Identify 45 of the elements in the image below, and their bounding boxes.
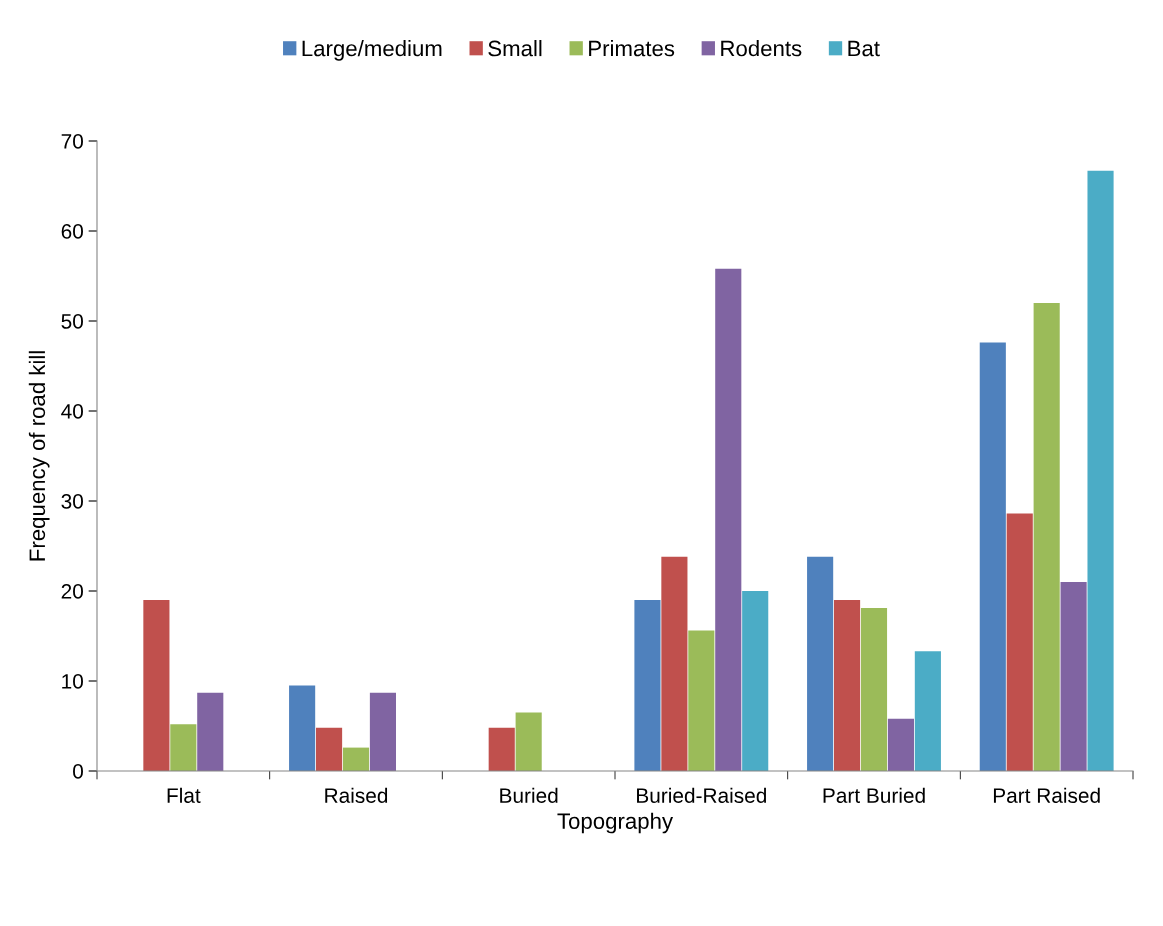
bar <box>1060 582 1087 771</box>
legend-label: Primates <box>589 40 675 57</box>
bar <box>488 727 515 771</box>
y-tick-label: 70 <box>61 134 83 149</box>
bar <box>914 651 941 771</box>
bar <box>316 727 343 771</box>
y-tick-label: 20 <box>61 584 83 599</box>
bar <box>143 600 170 771</box>
x-tick-label: Buried <box>500 787 558 803</box>
legend-label: Rodents <box>721 40 802 57</box>
x-tick-label: Raised <box>325 787 388 803</box>
y-tick-label: 50 <box>61 314 83 329</box>
x-tick-label: Flat <box>167 787 201 803</box>
bar <box>715 268 742 771</box>
legend-label: Small <box>488 40 542 57</box>
y-tick-label: 60 <box>61 224 83 239</box>
bar <box>1006 513 1033 771</box>
bar <box>688 630 715 771</box>
y-axis-title: Frequency of road kill <box>28 351 50 561</box>
y-tick-label: 0 <box>73 764 83 779</box>
bar <box>661 556 688 771</box>
x-tick-label: Part Raised <box>993 787 1100 803</box>
bar <box>807 556 834 771</box>
x-axis-title: Topography <box>557 812 674 834</box>
bar <box>197 692 224 771</box>
bar <box>369 692 396 771</box>
x-tick-label: Part Buried <box>823 787 925 803</box>
bar <box>634 600 661 771</box>
bar <box>1033 303 1060 771</box>
bar <box>342 747 370 771</box>
bar <box>860 608 888 771</box>
bar <box>887 718 914 771</box>
y-tick-label: 40 <box>61 404 83 419</box>
legend-label: Large/medium <box>302 40 442 61</box>
y-tick-label: 30 <box>61 494 83 509</box>
bar <box>979 342 1006 771</box>
bar <box>170 724 197 771</box>
y-tick-label: 10 <box>62 674 83 689</box>
legend-label: Bat <box>848 40 880 57</box>
bar <box>834 600 861 771</box>
bar <box>289 685 316 771</box>
bar <box>1087 170 1114 771</box>
bar <box>515 712 542 771</box>
bar <box>742 591 769 771</box>
x-tick-label: Buried-Raised <box>637 787 766 803</box>
